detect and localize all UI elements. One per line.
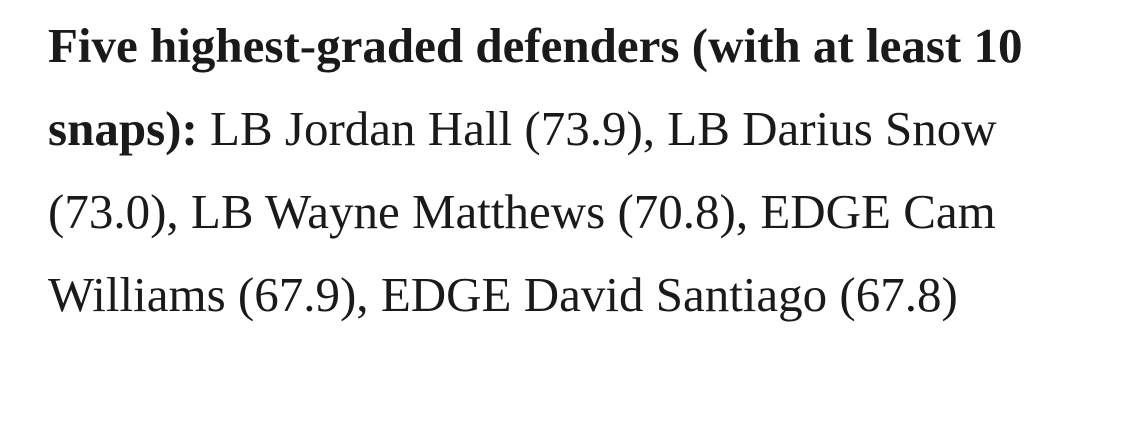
item-list: LB Jordan Hall (73.9), LB Darius Snow (7… (48, 101, 997, 322)
paragraph: Five highest-graded defenders (with at l… (48, 4, 1048, 336)
player-grade: LB Darius Snow (73.0), (48, 101, 997, 239)
player-grade: LB Wayne Matthews (70.8), (190, 184, 749, 239)
player-grade: LB Jordan Hall (73.9), (210, 101, 656, 156)
lead: Five highest-graded defenders (with at l… (48, 18, 1023, 156)
player-grade: EDGE Cam Williams (67.9), (48, 184, 996, 322)
player-grade: EDGE David Santiago (67.8) (380, 267, 958, 322)
